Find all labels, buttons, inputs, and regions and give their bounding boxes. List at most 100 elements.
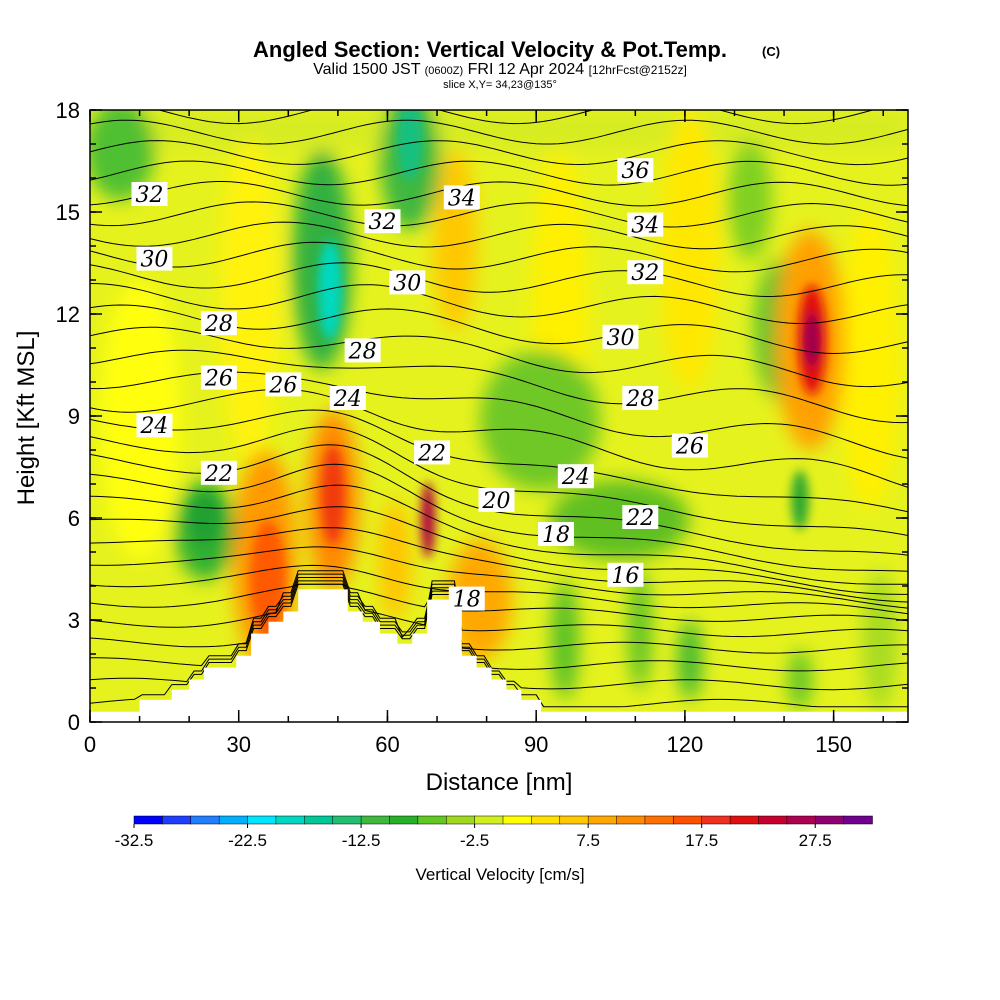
blob-green-bottom1 (551, 580, 579, 700)
contour-label-text: 22 (204, 462, 233, 487)
colorbar-tick-label: -12.5 (342, 831, 381, 850)
contour-label-bg (607, 562, 644, 587)
colorbar-swatch (729, 815, 760, 825)
contour-label: 22 (414, 440, 451, 466)
contour-label: 32 (131, 182, 168, 208)
x-tick-label: 120 (667, 732, 704, 757)
contour-label-bg (622, 505, 659, 529)
theta-contour-line (90, 577, 908, 672)
contour-label: 26 (671, 433, 708, 460)
contour-label-bg (602, 324, 639, 349)
contour-label-text: 32 (368, 210, 396, 235)
contour-label: 18 (448, 586, 485, 613)
contour-label-text: 22 (625, 506, 654, 531)
theta-contour-line (90, 463, 908, 572)
contour-label-bg (136, 246, 173, 271)
contour-label-bg (627, 260, 664, 285)
colorbar-swatch (332, 815, 362, 825)
colorbar-swatch (133, 815, 164, 825)
colorbar-swatch (190, 815, 220, 825)
contour-label: 24 (136, 413, 173, 439)
contour-label-text: 30 (393, 271, 421, 296)
y-tick-labels: 0 3 6 9 12 15 18 (56, 98, 80, 735)
theta-contour-line (90, 221, 908, 250)
blob-orange-upper (433, 150, 477, 330)
contour-label-text: 16 (611, 564, 639, 589)
x-tick-label: 30 (226, 732, 250, 757)
contour-label-text: 26 (268, 373, 297, 398)
contour-label-bg (200, 460, 237, 485)
blob-green-bottom5 (862, 570, 898, 710)
subtitle-date: FRI 12 Apr 2024 (468, 61, 585, 78)
x-tick-label: 90 (524, 732, 548, 757)
y-tick-label: 18 (56, 98, 80, 123)
core-red-mid (321, 445, 345, 545)
contour-label: 16 (607, 562, 644, 589)
contour-label-bg (557, 464, 594, 489)
velocity-field: 32 30 28 26 24 22 26 24 28 30 32 34 22 20 18 18 24 16 22 26… (90, 110, 908, 722)
chart-title: Angled Section: Vertical Velocity & Pot.… (253, 37, 727, 62)
blob-green-bottom4 (788, 650, 812, 710)
contour-label: 18 (538, 522, 575, 548)
colorbar-swatch (559, 815, 589, 825)
contour-label-bg (478, 488, 515, 512)
contour-label-bg (448, 586, 485, 611)
contour-label: 30 (602, 324, 639, 351)
colorbar-swatch (360, 815, 391, 825)
contour-label-bg (131, 182, 168, 206)
subtitle-utc: (0600Z) (425, 65, 464, 77)
y-tick-label: 3 (68, 608, 80, 633)
colorbar-tick-label: -2.5 (460, 831, 489, 850)
colorbar (133, 815, 873, 825)
contour-label-text: 34 (448, 186, 476, 211)
terrain-profile (90, 589, 908, 722)
theta-contour-line (90, 326, 908, 388)
subtitle-valid: Valid 1500 JST (313, 61, 421, 78)
y-tick-label: 15 (56, 200, 80, 225)
colorbar-label: Vertical Velocity [cm/s] (415, 865, 584, 884)
colorbar-swatch (587, 815, 618, 825)
theta-contour-line (90, 484, 908, 585)
theta-contour-line (90, 262, 908, 298)
contour-label-bg (136, 413, 173, 438)
contour-label-bg (389, 270, 426, 295)
contour-label-text: 18 (542, 523, 570, 548)
theta-contour-line (90, 583, 908, 708)
theta-contour-line (90, 140, 908, 166)
colorbar-swatch (417, 815, 447, 825)
y-tick-label: 0 (68, 710, 80, 735)
contour-label: 34 (443, 185, 480, 211)
y-axis-label: Height [Kft MSL] (13, 331, 40, 506)
contour-label-bg (200, 311, 237, 336)
colorbar-swatch (275, 815, 306, 825)
colorbar-tick-labels: -32.5 -22.5 -12.5 -2.5 7.5 17.5 27.5 (115, 824, 832, 850)
chart-subtitle: Valid 1500 JST (0600Z) FRI 12 Apr 2024 [… (313, 61, 687, 78)
theta-contour-line (90, 570, 908, 638)
theta-contour-line (157, 110, 875, 125)
contour-label-text: 30 (140, 248, 168, 273)
y-tick-label: 12 (56, 302, 80, 327)
blob-green-top-left (90, 110, 155, 200)
contour-label: 22 (200, 460, 237, 487)
contour-label-text: 24 (139, 414, 168, 439)
colorbar-tick-label: 7.5 (576, 831, 600, 850)
band-yellow-top (90, 110, 908, 150)
contour-label-text: 18 (453, 588, 481, 613)
y-tick-label: 9 (68, 404, 80, 429)
theta-contour-line (90, 160, 908, 186)
y-tick-label: 6 (68, 506, 80, 531)
contour-label: 28 (344, 338, 381, 364)
contour-label-bg (622, 386, 659, 410)
contour-label-bg (617, 158, 654, 183)
colorbar-swatch (701, 815, 731, 825)
contour-label-bg (443, 185, 480, 210)
colorbar-swatch (389, 815, 419, 825)
colorbar-swatch (616, 815, 646, 825)
colorbar-swatch (644, 815, 675, 825)
theta-contour-line (90, 119, 908, 145)
colorbar-tick-label: -32.5 (115, 831, 154, 850)
colorbar-swatch (786, 815, 816, 825)
blob-yellow-right (660, 110, 720, 390)
core-green-right (791, 470, 809, 530)
